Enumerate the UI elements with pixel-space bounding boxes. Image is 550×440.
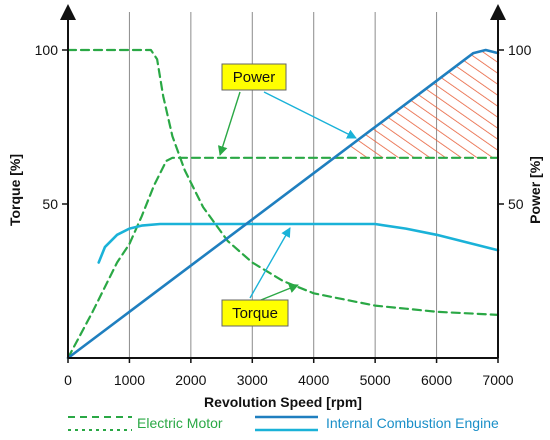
x-tick-label-7000: 7000 (482, 372, 513, 388)
power-gap-hatched-region (350, 50, 498, 158)
power-arrow-to-em (217, 91, 241, 156)
legend-item-ice: Internal Combustion Engine (255, 415, 499, 432)
torque-callout-label: Torque (232, 305, 278, 322)
series-lines (66, 48, 500, 360)
x-tick-label-1000: 1000 (114, 372, 145, 388)
legend-item-electric-motor: Electric Motor (68, 415, 223, 431)
torque-callout: Torque (221, 299, 289, 327)
series-line-electric-motor-torque (66, 48, 500, 316)
torque-callout-arrows (249, 227, 299, 303)
x-tick-label-0: 0 (64, 372, 72, 388)
y-right-tick-label-50: 50 (508, 196, 524, 212)
x-tick-label-2000: 2000 (175, 372, 206, 388)
y-axis-right-label: Power [%] (527, 156, 543, 224)
x-tick-label-5000: 5000 (360, 372, 391, 388)
axis-ticks: 0 1000 2000 3000 4000 5000 6000 7000 50 50 100 100 (35, 42, 532, 388)
y-left-tick-label-50: 50 (42, 196, 58, 212)
power-callout-label: Power (233, 69, 276, 86)
legend: Electric Motor Internal Combustion Engin… (68, 415, 499, 432)
series-line-internal-combustion-engine-power (66, 48, 500, 360)
power-callout-box (221, 63, 287, 91)
torque-callout-box (221, 299, 289, 327)
legend-label-electric-motor: Electric Motor (137, 415, 223, 431)
x-tick-label-6000: 6000 (421, 372, 452, 388)
series-line-electric-motor-power (66, 156, 500, 360)
y-axis-left-label: Torque [%] (7, 154, 23, 226)
torque-arrow-to-ice (249, 227, 291, 299)
x-axis-label: Revolution Speed [rpm] (204, 394, 362, 410)
power-arrow-to-ice (263, 91, 357, 139)
torque-arrow-to-em (255, 283, 299, 303)
y-left-tick-label-100: 100 (35, 42, 59, 58)
y-right-tick-label-100: 100 (508, 42, 532, 58)
power-callout-arrows (217, 91, 357, 156)
legend-label-ice: Internal Combustion Engine (326, 415, 499, 431)
hatched-area (350, 50, 498, 158)
x-tick-label-4000: 4000 (298, 372, 329, 388)
series-line-internal-combustion-engine-torque (97, 222, 500, 264)
x-tick-label-3000: 3000 (237, 372, 268, 388)
power-callout: Power (221, 63, 287, 91)
